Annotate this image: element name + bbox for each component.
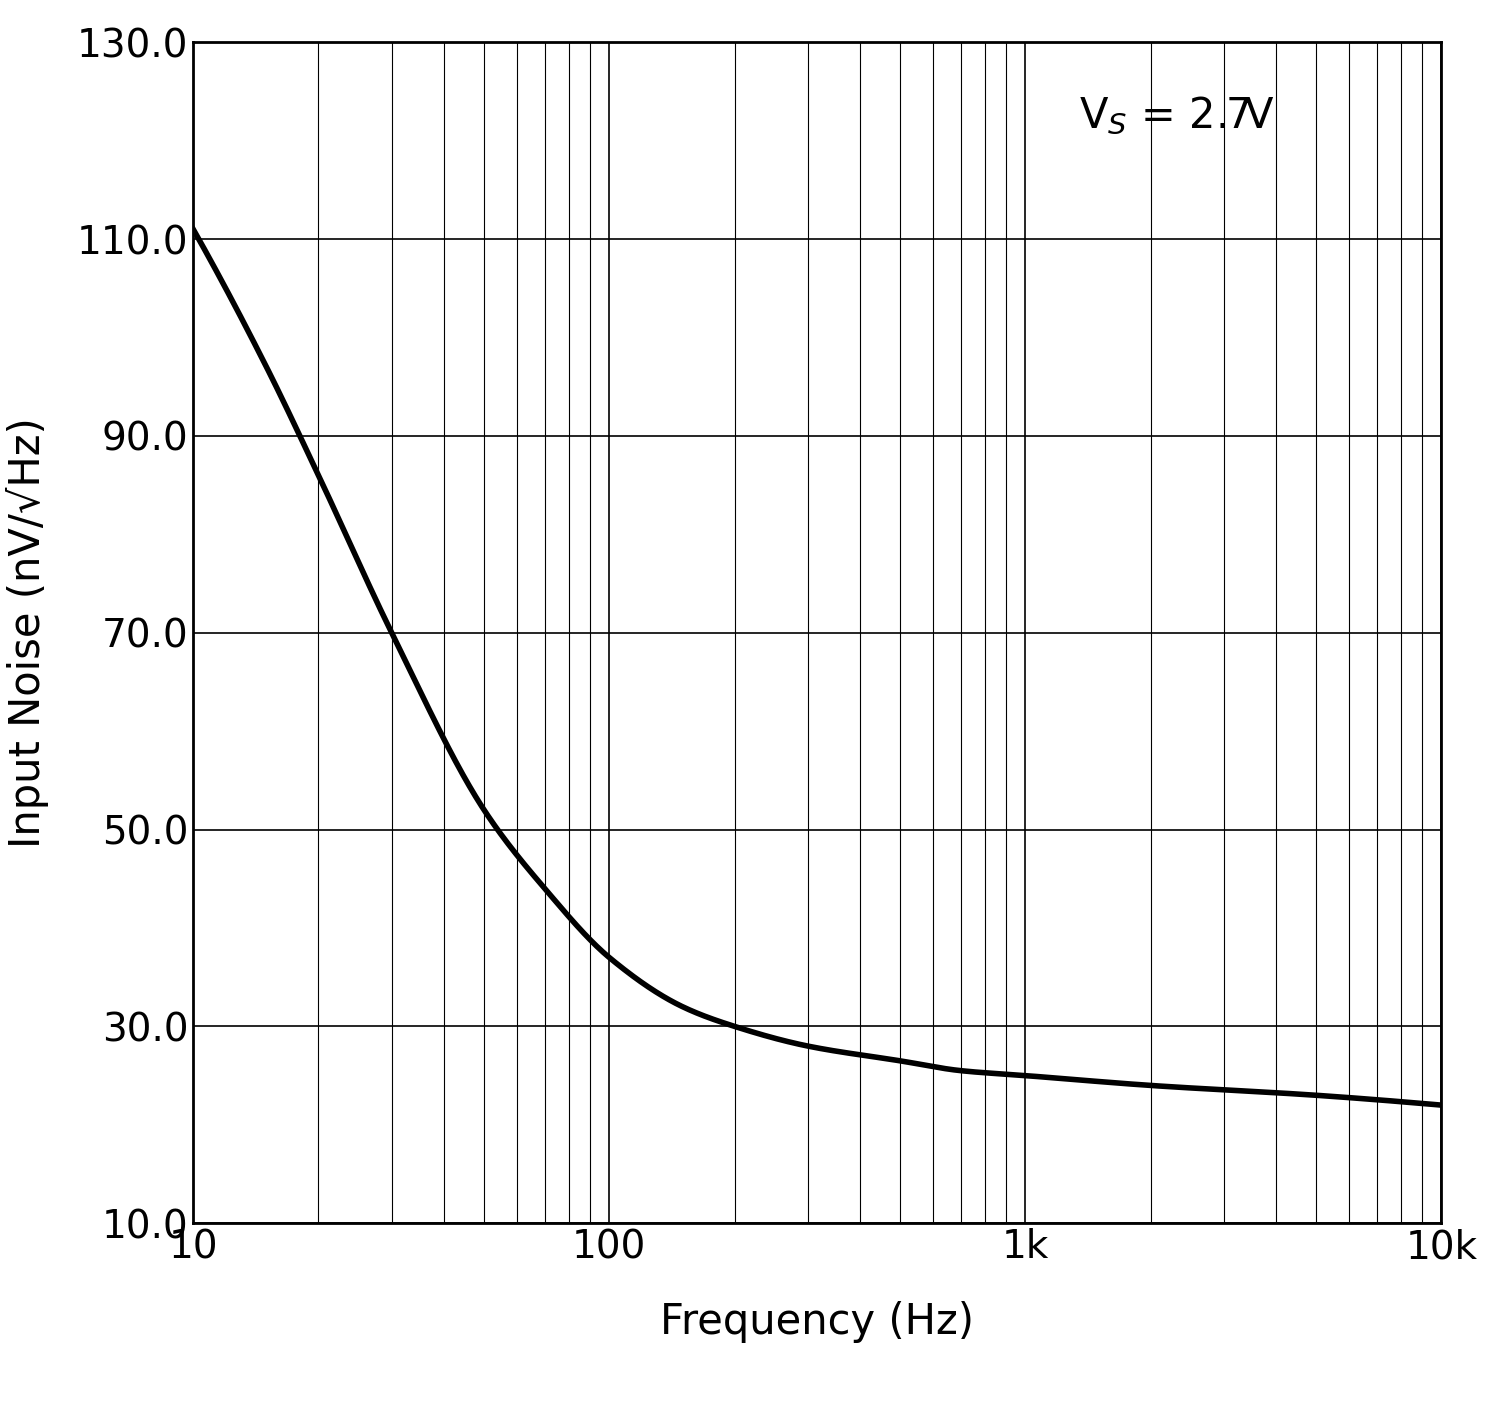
Text: V$_S$ = 2.7V: V$_S$ = 2.7V (1079, 96, 1275, 138)
Y-axis label: Input Noise (nV/√Hz): Input Noise (nV/√Hz) (6, 418, 49, 848)
X-axis label: Frequency (Hz): Frequency (Hz) (660, 1301, 975, 1343)
